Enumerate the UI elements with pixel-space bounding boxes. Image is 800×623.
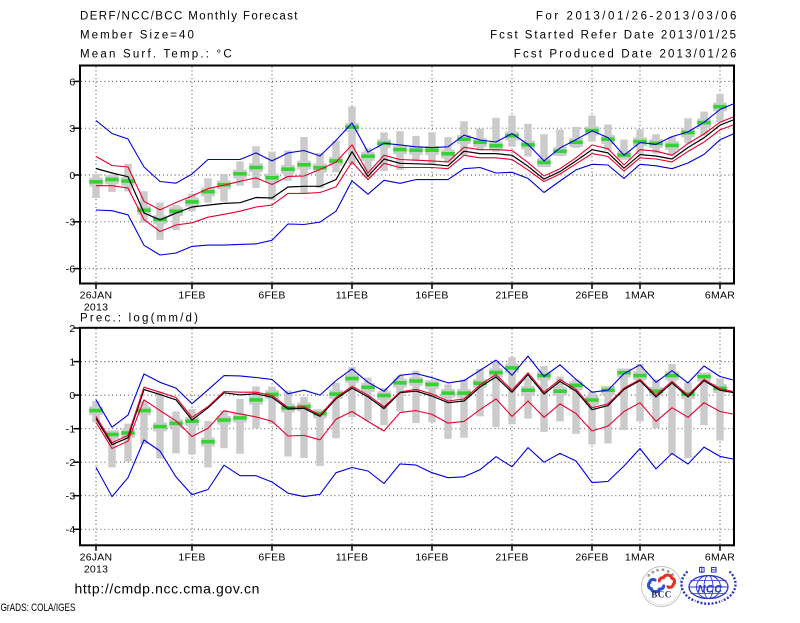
svg-text:http://cmdp.ncc.cma.gov.cn: http://cmdp.ncc.cma.gov.cn [75,581,261,597]
svg-text:6MAR: 6MAR [705,290,735,302]
svg-text:-6: -6 [66,264,76,276]
svg-text:6FEB: 6FEB [258,551,285,563]
svg-text:1MAR: 1MAR [625,551,655,563]
svg-text:2013: 2013 [84,563,108,575]
svg-text:26FEB: 26FEB [575,290,608,302]
svg-text:2: 2 [69,323,75,335]
svg-text:GrADS: COLA/IGES: GrADS: COLA/IGES [1,602,76,614]
svg-text:6: 6 [69,76,75,88]
svg-text:21FEB: 21FEB [495,290,528,302]
svg-text:DERF/NCC/BCC Monthly Forecast: DERF/NCC/BCC Monthly Forecast [80,11,299,23]
svg-text:-3: -3 [66,217,76,229]
svg-text:11FEB: 11FEB [336,290,369,302]
svg-text:6FEB: 6FEB [258,290,285,302]
svg-text:-3: -3 [66,491,76,503]
svg-text:0: 0 [69,170,75,182]
svg-text:16FEB: 16FEB [415,290,448,302]
svg-text:Mean Surf. Temp.: °C: Mean Surf. Temp.: °C [80,49,234,61]
svg-text:-1: -1 [66,424,76,436]
svg-text:21FEB: 21FEB [495,551,528,563]
svg-text:26JAN: 26JAN [80,290,113,302]
svg-text:For 2013/01/26-2013/03/06: For 2013/01/26-2013/03/06 [536,11,739,23]
svg-text:Prec.: log(mm/d): Prec.: log(mm/d) [80,313,200,325]
svg-text:-4: -4 [66,524,76,536]
svg-text:NCC: NCC [698,584,724,596]
svg-text:3: 3 [69,123,75,135]
svg-text:1: 1 [69,357,75,369]
svg-text:0: 0 [69,390,75,402]
svg-text:26JAN: 26JAN [80,551,113,563]
svg-text:Member Size=40: Member Size=40 [80,30,196,42]
svg-text:2013: 2013 [84,302,108,314]
svg-text:BCC: BCC [651,590,672,600]
svg-text:Fcst Produced Date 2013/01/26: Fcst Produced Date 2013/01/26 [514,49,739,61]
svg-text:-2: -2 [66,457,76,469]
svg-text:1FEB: 1FEB [178,290,205,302]
svg-text:Fcst Started Refer Date 2013/0: Fcst Started Refer Date 2013/01/25 [490,30,738,42]
svg-text:6MAR: 6MAR [705,551,735,563]
svg-text:16FEB: 16FEB [415,551,448,563]
svg-text:1MAR: 1MAR [625,290,655,302]
svg-text:1FEB: 1FEB [178,551,205,563]
svg-text:11FEB: 11FEB [336,551,369,563]
svg-text:26FEB: 26FEB [575,551,608,563]
